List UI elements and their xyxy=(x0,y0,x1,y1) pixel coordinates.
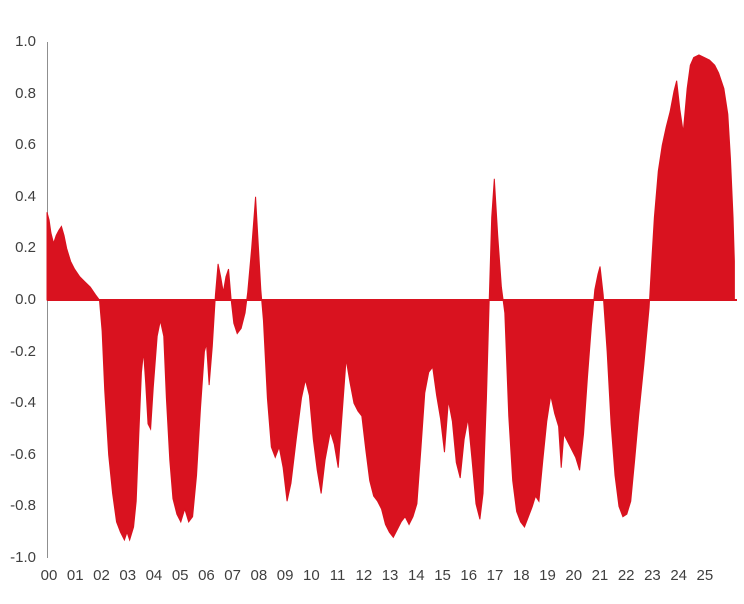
y-tick-label: 0.0 xyxy=(15,291,36,308)
x-tick-label: 01 xyxy=(66,567,84,584)
x-tick-label: 11 xyxy=(329,567,346,584)
x-tick-label: 08 xyxy=(250,567,268,584)
x-tick-label: 06 xyxy=(198,567,215,584)
x-tick-label: 23 xyxy=(644,567,661,584)
y-tick-label: -0.8 xyxy=(10,497,36,515)
x-tick-label: 10 xyxy=(303,567,320,584)
x-tick-label: 03 xyxy=(119,567,137,584)
y-tick-label: -0.6 xyxy=(10,445,36,463)
x-tick-label: 07 xyxy=(224,567,241,584)
correlation-area xyxy=(46,54,735,542)
x-tick-label: 14 xyxy=(407,567,425,584)
x-tick-label: 19 xyxy=(539,567,556,584)
x-tick-label: 16 xyxy=(460,567,478,584)
x-tick-label: 22 xyxy=(617,567,635,584)
y-tick-label: 0.6 xyxy=(15,136,36,154)
x-tick-label: 02 xyxy=(93,567,110,584)
x-tick-label: 05 xyxy=(171,567,189,584)
x-tick-label: 00 xyxy=(40,567,58,584)
y-tick-label: 1.0 xyxy=(15,33,36,50)
x-tick-label: 09 xyxy=(276,567,294,584)
x-tick-label: 18 xyxy=(512,567,530,584)
x-tick-label: 04 xyxy=(145,567,163,584)
x-tick-label: 25 xyxy=(696,567,714,584)
x-tick-label: 15 xyxy=(434,567,451,584)
y-tick-label: -0.4 xyxy=(10,394,36,412)
x-tick-label: 13 xyxy=(381,567,399,584)
y-tick-label: -1.0 xyxy=(10,549,36,566)
x-tick-label: 20 xyxy=(565,567,583,584)
x-tick-label: 24 xyxy=(670,567,687,584)
x-tick-label: 12 xyxy=(355,567,373,584)
x-tick-label: 17 xyxy=(486,567,504,584)
y-tick-label: 0.8 xyxy=(15,84,36,102)
y-tick-label: 0.4 xyxy=(15,187,36,205)
x-tick-label: 21 xyxy=(591,567,609,584)
y-tick-label: 0.2 xyxy=(15,239,36,257)
y-tick-label: -0.2 xyxy=(10,342,36,360)
